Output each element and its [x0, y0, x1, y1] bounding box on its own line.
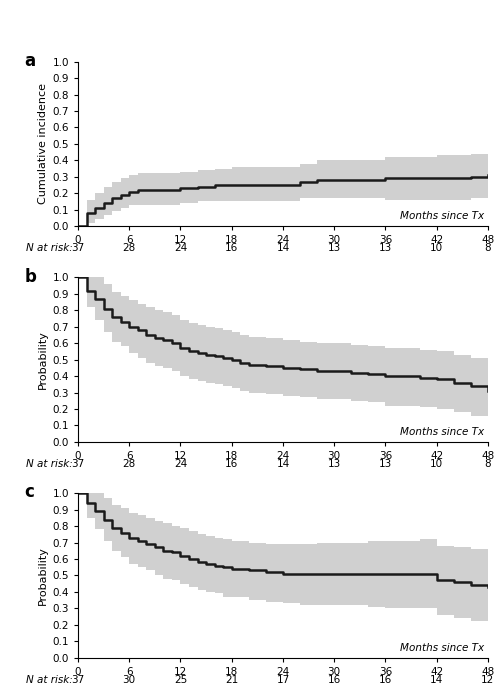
Text: N at risk:: N at risk:: [26, 459, 73, 469]
Text: 10: 10: [430, 459, 443, 469]
Text: Months since Tx: Months since Tx: [400, 427, 484, 437]
Y-axis label: Cumulative incidence: Cumulative incidence: [38, 84, 48, 204]
Text: 13: 13: [379, 243, 392, 253]
Text: 13: 13: [327, 243, 341, 253]
Text: 13: 13: [379, 459, 392, 469]
Y-axis label: Probability: Probability: [38, 546, 48, 605]
Text: 37: 37: [71, 675, 85, 684]
Text: 24: 24: [174, 459, 187, 469]
Text: 16: 16: [225, 243, 238, 253]
Text: Months since Tx: Months since Tx: [400, 643, 484, 653]
Text: 30: 30: [123, 675, 136, 684]
Text: a: a: [25, 52, 36, 70]
Text: 8: 8: [484, 243, 491, 253]
Text: 12: 12: [481, 675, 494, 684]
Text: 16: 16: [225, 459, 238, 469]
Text: 14: 14: [430, 675, 443, 684]
Text: 21: 21: [225, 675, 238, 684]
Text: 13: 13: [327, 459, 341, 469]
Text: 28: 28: [123, 459, 136, 469]
Text: 10: 10: [430, 243, 443, 253]
Text: c: c: [25, 484, 35, 501]
Text: N at risk:: N at risk:: [26, 243, 73, 253]
Text: 16: 16: [327, 675, 341, 684]
Text: 37: 37: [71, 243, 85, 253]
Text: 17: 17: [276, 675, 290, 684]
Text: b: b: [25, 268, 37, 286]
Text: N at risk:: N at risk:: [26, 675, 73, 684]
Y-axis label: Probability: Probability: [38, 330, 48, 389]
Text: 8: 8: [484, 459, 491, 469]
Text: 16: 16: [379, 675, 392, 684]
Text: 14: 14: [276, 243, 290, 253]
Text: 37: 37: [71, 459, 85, 469]
Text: 24: 24: [174, 243, 187, 253]
Text: 25: 25: [174, 675, 187, 684]
Text: Months since Tx: Months since Tx: [400, 211, 484, 221]
Text: 28: 28: [123, 243, 136, 253]
Text: 14: 14: [276, 459, 290, 469]
